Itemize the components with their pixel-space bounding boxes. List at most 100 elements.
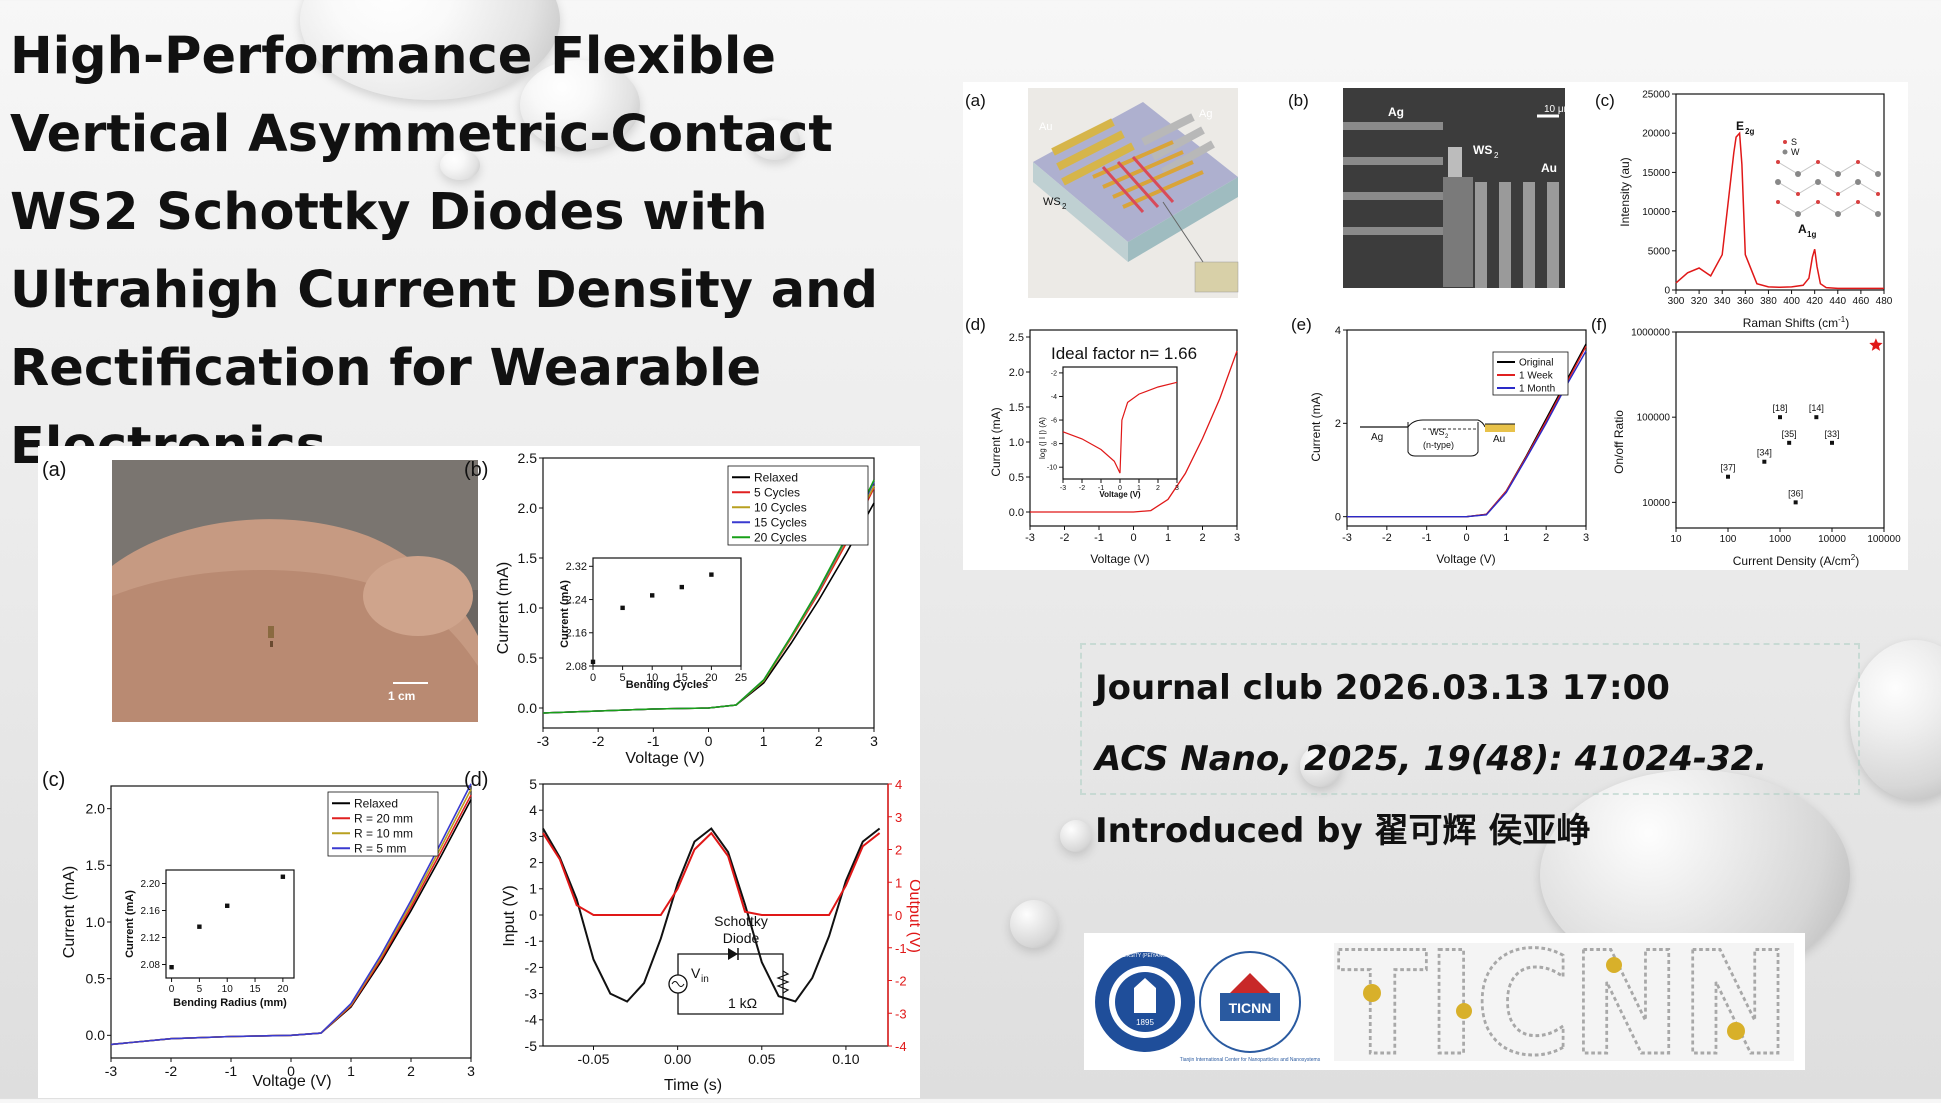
x-tick-label: -2 <box>1382 532 1392 544</box>
y-tick-label: 1000000 <box>1631 328 1670 339</box>
rf-xlabel-end: ) <box>1855 554 1859 568</box>
y-tick-label: 0 <box>529 907 537 923</box>
y2-tick-label: -1 <box>895 941 907 956</box>
log-iv-curve <box>1062 381 1178 474</box>
x-tick-label: 0.05 <box>748 1051 775 1067</box>
y-tick-label: 100000 <box>1637 413 1671 424</box>
literature-ref-label: [14] <box>1809 403 1824 413</box>
y-tick-label: 5 <box>529 776 537 792</box>
y2-tick-label: 1 <box>895 875 902 890</box>
x-tick-label: 3 <box>1175 485 1179 492</box>
x-tick-label: 1000 <box>1769 534 1792 545</box>
y-tick-label: -3 <box>525 986 538 1002</box>
slide-title: High-Performance Flexible Vertical Asymm… <box>10 27 878 476</box>
y-tick-label: 2.0 <box>86 801 106 817</box>
ticnn-ring-logo: Tianjin International Center for Nanopar… <box>1180 951 1321 1063</box>
lattice-w: W <box>1791 147 1800 157</box>
plot-left-b-ylabel: Current (mA) <box>495 562 512 654</box>
y-tick-label: 2.5 <box>518 450 538 466</box>
journal-club-line: Journal club 2026.03.13 17:00 <box>1095 668 1670 708</box>
inset-point <box>650 593 655 598</box>
x-tick-label: 5 <box>620 672 626 684</box>
legend-label: 5 Cycles <box>754 485 800 499</box>
y-tick-label: 4 <box>529 802 537 818</box>
r-panel-c-label: (c) <box>1595 91 1615 110</box>
x-tick-label: 400 <box>1783 296 1800 307</box>
citation-line: ACS Nano, 2025, 19(48): 41024-32. <box>1095 739 1768 779</box>
x-tick-label: 480 <box>1876 296 1893 307</box>
plot-frame <box>1675 331 1885 529</box>
band-diagram: Ag WS 2 (n-type) Au <box>1360 419 1515 457</box>
water-drop <box>750 120 800 160</box>
panel-b-label: (b) <box>464 459 488 481</box>
x-tick-label: 10 <box>222 984 234 995</box>
x-tick-label: -2 <box>165 1063 178 1079</box>
legend-label: Relaxed <box>354 796 398 810</box>
y-tick-label: -8 <box>1051 441 1057 448</box>
y-tick-label: -6 <box>1051 418 1057 425</box>
plot-left-d-xlabel: Time (s) <box>664 1077 722 1094</box>
y2-tick-label: 2 <box>895 843 902 858</box>
x-tick-label: -3 <box>537 733 550 749</box>
r-panel-e-label: (e) <box>1291 315 1312 334</box>
crystal-lattice-icon: S W <box>1775 137 1881 217</box>
y-tick-label: 2 <box>1335 418 1341 430</box>
ideal-factor-annotation: Ideal factor n= 1.66 <box>1051 344 1197 363</box>
y-tick-label: -4 <box>1051 394 1057 401</box>
y-tick-label: 2.0 <box>518 500 538 516</box>
band-au: Au <box>1493 434 1505 445</box>
y-tick-label: 1.0 <box>518 600 538 616</box>
x-tick-label: 25 <box>735 672 747 684</box>
y-tick-label: 2.0 <box>1009 367 1024 379</box>
lattice-s: S <box>1791 137 1797 147</box>
literature-ref-label: [36] <box>1788 488 1803 498</box>
y-tick-label: -4 <box>525 1012 538 1028</box>
x-tick-label: 3 <box>467 1063 475 1079</box>
x-tick-label: 10 <box>646 672 658 684</box>
y-tick-label: 0.5 <box>518 650 538 666</box>
plot-right-e: -3 -2 -1 0 1 2 3 0 2 4 Original 1 Week 1 Month <box>1335 325 1589 544</box>
y-tick-label: 2.32 <box>566 561 587 573</box>
y-tick-label: 1 <box>529 881 537 897</box>
x-tick-label: -3 <box>1060 485 1066 492</box>
x-tick-label: 420 <box>1806 296 1823 307</box>
y-tick-label: 0 <box>1664 286 1670 297</box>
y-tick-label: 2.08 <box>141 960 161 971</box>
x-tick-label: 0.10 <box>832 1051 859 1067</box>
y-tick-label: 10000 <box>1642 207 1670 218</box>
x-tick-label: -2 <box>1060 532 1070 544</box>
plot-left-d-ylabel-right: Output (V) <box>906 879 920 953</box>
circuit-title-1: Schottky <box>714 913 768 929</box>
sem-ws2-sub: 2 <box>1494 151 1499 160</box>
y-tick-label: 25000 <box>1642 90 1670 101</box>
inset-point <box>197 924 202 929</box>
x-tick-label: 1 <box>760 733 768 749</box>
x-tick-label: 2 <box>1156 485 1160 492</box>
x-tick-label: -1 <box>1422 532 1432 544</box>
y-tick-label: 1.5 <box>86 857 106 873</box>
x-tick-label: 460 <box>1853 296 1870 307</box>
y-tick-label: 1.5 <box>518 550 538 566</box>
x-tick-label: 1 <box>1165 532 1171 544</box>
re-ylabel: Current (mA) <box>1309 392 1323 461</box>
literature-point <box>1762 459 1767 464</box>
legend-label: 1 Month <box>1519 384 1555 395</box>
rd-ylabel: Current (mA) <box>989 407 1003 476</box>
y-tick-label: -2 <box>525 959 538 975</box>
logo-strip-svg: 1895 TIANJIN UNIVERSITY (PEIYANG UNIVERS… <box>1091 921 1794 1089</box>
ticnn-mark: TICNN <box>1229 1000 1272 1016</box>
raman-e2g: E <box>1736 119 1744 133</box>
literature-ref-label: [35] <box>1782 429 1797 439</box>
sem-ws2: WS <box>1473 143 1492 157</box>
x-tick-label: 15 <box>249 984 261 995</box>
raman-xlabel: Raman Shifts (cm-1) <box>1743 315 1849 330</box>
inset-point <box>280 874 286 879</box>
raman-xlabel-end: ) <box>1845 316 1849 330</box>
x-tick-label: 0 <box>1118 485 1122 492</box>
x-tick-label: 100 <box>1720 534 1737 545</box>
inset-ylabel: Current (mA) <box>559 580 571 648</box>
legend-label: R = 10 mm <box>354 826 413 840</box>
y-tick-label: 20000 <box>1642 129 1670 140</box>
left-figure: (a) 1 cm (b) -3 -2 -1 0 1 2 3 0.0 0.5 1.0 1.5 2.0 2.… <box>38 446 923 1098</box>
